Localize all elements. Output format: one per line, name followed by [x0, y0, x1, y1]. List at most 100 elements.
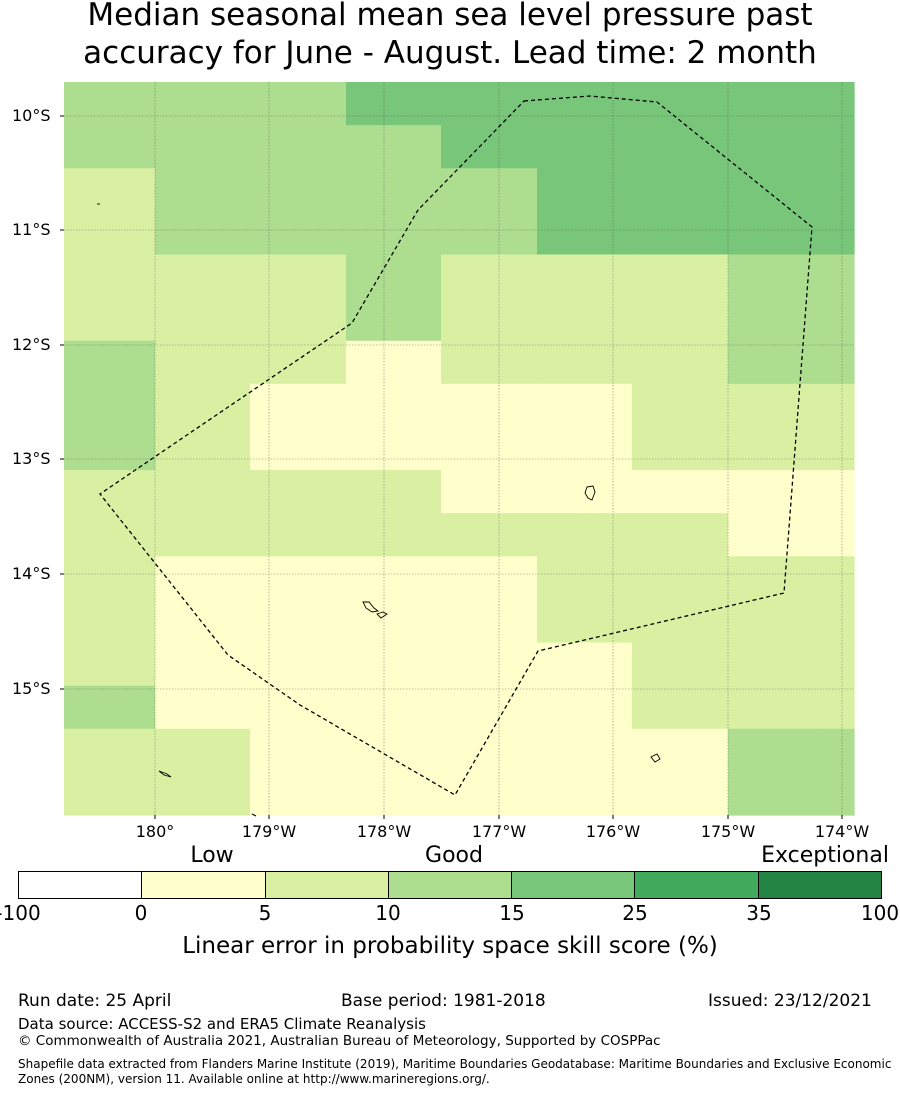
- title-line-2: accuracy for June - August. Lead time: 2…: [83, 35, 817, 71]
- grid-cell: [250, 685, 347, 730]
- grid-cell: [346, 470, 442, 514]
- grid-cell: [728, 599, 824, 644]
- grid-cell: [823, 211, 855, 256]
- grid-cell: [632, 211, 729, 256]
- lon-label-178w: 178°W: [356, 822, 412, 841]
- grid-cell: [632, 297, 729, 342]
- colorbar-segment: [512, 872, 636, 898]
- grid-cell: [823, 426, 855, 471]
- grid-cell: [250, 125, 347, 169]
- grid-cell: [250, 82, 347, 126]
- grid-cell: [728, 383, 824, 428]
- grid-cell: [155, 82, 251, 126]
- grid-cell: [441, 211, 538, 256]
- grid-cell: [728, 556, 824, 601]
- grid-cell: [441, 168, 538, 212]
- colorbar-tick: 10: [375, 901, 401, 925]
- lon-label-176w: 176°W: [585, 822, 641, 841]
- lat-label-13s: 13°S: [12, 449, 51, 468]
- grid-cell: [537, 168, 633, 212]
- grid-cell: [537, 642, 633, 687]
- legend-category-exceptional: Exceptional: [761, 843, 889, 868]
- grid-cell: [537, 297, 633, 342]
- grid-cell: [64, 728, 156, 773]
- grid-cell: [346, 383, 442, 428]
- grid-cell: [728, 470, 824, 514]
- grid-cell: [632, 125, 729, 169]
- colorbar-tick: 100: [860, 901, 900, 925]
- grid-cell: [64, 599, 156, 644]
- grid-cell: [441, 470, 538, 514]
- grid-cell: [155, 599, 251, 644]
- lon-label-174w: 174°W: [814, 822, 870, 841]
- grid-cell: [64, 297, 156, 342]
- lon-label-179w: 179°W: [241, 822, 297, 841]
- grid-cell: [64, 513, 156, 557]
- grid-cell: [250, 513, 347, 557]
- colorbar-segment: [19, 872, 143, 898]
- grid-cell: [537, 513, 633, 557]
- grid-cell: [728, 685, 824, 730]
- grid-cell: [250, 297, 347, 342]
- grid-cell: [250, 728, 347, 773]
- grid-cell: [441, 82, 538, 126]
- grid-cell: [823, 168, 855, 212]
- grid-cell: [441, 685, 538, 730]
- grid-cell: [441, 125, 538, 169]
- grid-cell: [64, 340, 156, 385]
- grid-cell: [823, 254, 855, 299]
- shapefile-credit: Shapefile data extracted from Flanders M…: [18, 1057, 892, 1086]
- eez-boundary: [99, 95, 813, 796]
- grid-cell: [155, 771, 251, 816]
- lon-label-177w: 177°W: [471, 822, 527, 841]
- map-title: Median seasonal mean sea level pressure …: [0, 0, 900, 72]
- title-line-1: Median seasonal mean sea level pressure …: [87, 0, 813, 33]
- grid-cell: [155, 168, 251, 212]
- grid-cell: [64, 254, 156, 299]
- grid-cell: [250, 642, 347, 687]
- grid-cell: [250, 599, 347, 644]
- grid-cell: [250, 426, 347, 471]
- grid-cell: [346, 728, 442, 773]
- legend-category-good: Good: [425, 843, 483, 868]
- grid-cell: [155, 685, 251, 730]
- islands: [97, 203, 661, 778]
- copyright-notice: © Commonwealth of Australia 2021, Austra…: [18, 1033, 661, 1049]
- grid-cell: [823, 642, 855, 687]
- grid-cell: [632, 383, 729, 428]
- grid-cell: [537, 556, 633, 601]
- grid-cell: [346, 426, 442, 471]
- grid-cell: [64, 556, 156, 601]
- grid-cell: [64, 168, 156, 212]
- grid-cell: [728, 771, 824, 816]
- colorbar-tick: 15: [499, 901, 525, 925]
- grid-cell: [64, 82, 156, 126]
- grid-cell: [155, 125, 251, 169]
- grid-cell: [346, 297, 442, 342]
- grid-cell: [441, 383, 538, 428]
- island-swains: [650, 753, 661, 763]
- grid-cell: [537, 125, 633, 169]
- grid-cell: [441, 513, 538, 557]
- grid-cell: [823, 340, 855, 385]
- grid-cell: [346, 211, 442, 256]
- colorbar-tick: 0: [134, 901, 148, 925]
- grid-cell: [250, 383, 347, 428]
- grid-cell: [632, 642, 729, 687]
- grid-cell: [441, 426, 538, 471]
- grid-cell: [346, 125, 442, 169]
- colorbar-tick: 35: [746, 901, 772, 925]
- grid-cell: [632, 426, 729, 471]
- grid-cell: [823, 771, 855, 816]
- colorbar-tick: -100: [0, 901, 41, 925]
- grid-cell: [155, 340, 251, 385]
- map-panel: [60, 82, 855, 819]
- colorbar-tick: 5: [258, 901, 272, 925]
- lon-label-175w: 175°W: [700, 822, 756, 841]
- grid-cell: [441, 254, 538, 299]
- grid-cell: [728, 340, 824, 385]
- grid-cell: [632, 513, 729, 557]
- island-futuna: [158, 770, 172, 778]
- grid-cell: [250, 470, 347, 514]
- grid-cell: [632, 168, 729, 212]
